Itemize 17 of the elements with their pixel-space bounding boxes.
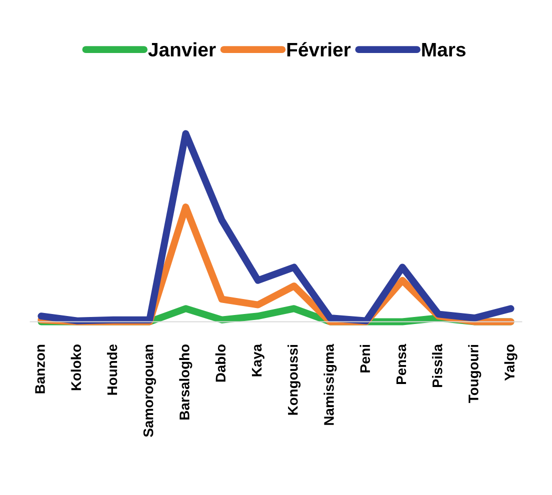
x-tick-label: Banzon [35, 344, 45, 394]
x-tick-label: Namissigma [324, 344, 337, 425]
legend-label: Janvier [148, 42, 216, 57]
x-tick-label: Pensa [396, 344, 406, 384]
x-tick-label: Dablo [215, 344, 226, 382]
x-tick-label: Kaya [252, 344, 264, 376]
x-tick-label: Kongoussi [288, 344, 301, 415]
x-tick-label: Hounde [106, 344, 118, 395]
x-tick-label: Tougouri [468, 344, 482, 403]
x-tick-label: Samorogouan [143, 344, 156, 437]
x-tick-label: Yalgo [504, 344, 518, 381]
x-tick-label: Barsalogho [179, 344, 192, 420]
legend-label: Février [287, 42, 351, 57]
legend-label: Mars [422, 42, 466, 57]
x-tick-label: Koloko [70, 344, 82, 390]
x-tick-label: Peni [360, 344, 370, 372]
x-tick-label: Pissila [432, 344, 442, 388]
